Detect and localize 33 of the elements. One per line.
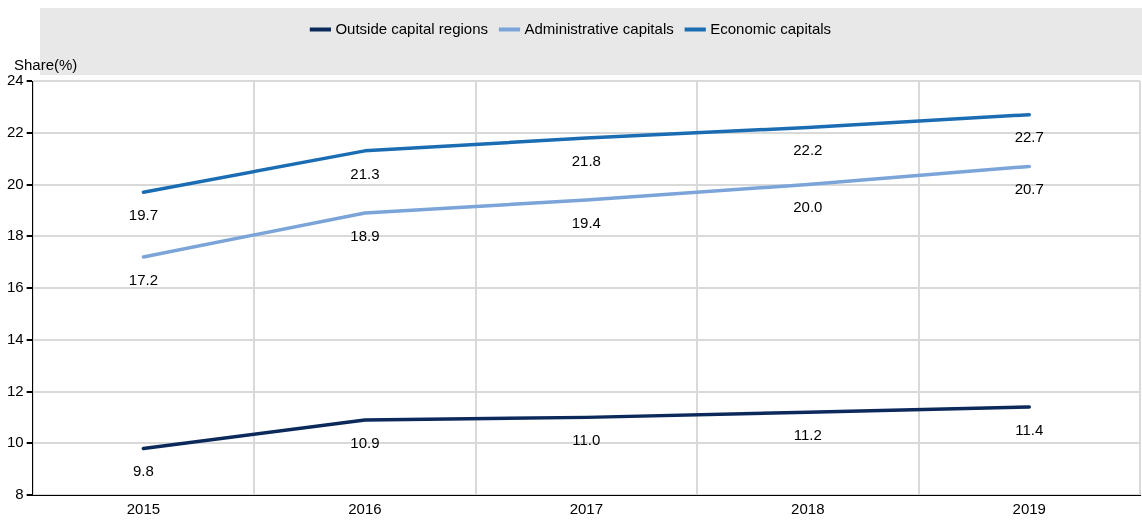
legend-label: Economic capitals bbox=[710, 19, 832, 37]
data-label: 9.8 bbox=[132, 462, 154, 480]
data-label: 11.2 bbox=[793, 425, 822, 443]
y-tick-label: 24 bbox=[7, 71, 24, 89]
data-label: 11.0 bbox=[572, 431, 601, 449]
data-label: 10.9 bbox=[350, 433, 380, 451]
y-tick-label: 18 bbox=[7, 226, 24, 244]
data-label: 18.9 bbox=[350, 226, 380, 244]
y-tick-label: 12 bbox=[7, 381, 24, 399]
data-label: 20.7 bbox=[1014, 180, 1044, 198]
data-label: 19.4 bbox=[571, 213, 601, 231]
y-tick-label: 22 bbox=[7, 122, 24, 140]
legend-label: Administrative capitals bbox=[524, 19, 674, 37]
x-tick-label: 2015 bbox=[126, 500, 161, 518]
x-tick-label: 2017 bbox=[569, 500, 604, 518]
data-label: 19.7 bbox=[128, 205, 159, 223]
data-label: 22.2 bbox=[793, 141, 823, 159]
legend-label: Outside capital regions bbox=[335, 19, 488, 37]
data-label: 22.7 bbox=[1014, 128, 1044, 146]
data-label: 21.3 bbox=[350, 164, 380, 182]
data-label: 11.4 bbox=[1015, 420, 1044, 438]
y-tick-label: 20 bbox=[7, 174, 24, 192]
x-tick-label: 2018 bbox=[791, 500, 825, 518]
x-tick-label: 2019 bbox=[1012, 500, 1046, 518]
y-tick-label: 14 bbox=[7, 329, 24, 347]
y-tick-label: 16 bbox=[7, 278, 24, 296]
data-label: 21.8 bbox=[571, 151, 601, 169]
x-tick-label: 2016 bbox=[348, 500, 382, 518]
y-tick-label: 8 bbox=[15, 485, 24, 503]
y-axis-title: Share(%) bbox=[14, 55, 78, 73]
y-tick-label: 10 bbox=[7, 433, 24, 451]
data-label: 17.2 bbox=[128, 270, 159, 288]
data-label: 20.0 bbox=[793, 198, 823, 216]
